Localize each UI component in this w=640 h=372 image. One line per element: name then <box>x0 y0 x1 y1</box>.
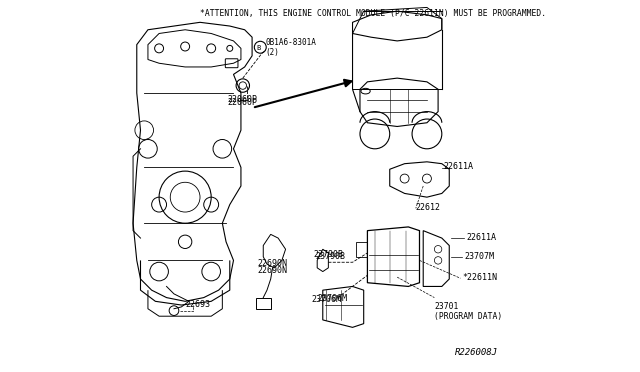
Text: 23706M: 23706M <box>312 295 342 304</box>
Text: 0B1A6-8301A
(2): 0B1A6-8301A (2) <box>265 38 316 57</box>
Text: 22693: 22693 <box>185 300 210 309</box>
Text: 22611A: 22611A <box>466 233 496 242</box>
Text: 22690N: 22690N <box>258 266 287 275</box>
Text: 23706M: 23706M <box>317 294 347 303</box>
Text: 23701
(PROGRAM DATA): 23701 (PROGRAM DATA) <box>435 302 502 321</box>
Text: 22612: 22612 <box>416 203 441 212</box>
Text: *ATTENTION, THIS ENGINE CONTROL MODULE (P/C 22611N) MUST BE PROGRAMMED.: *ATTENTION, THIS ENGINE CONTROL MODULE (… <box>200 9 546 17</box>
Text: 22611A: 22611A <box>444 162 474 171</box>
Text: 22690N: 22690N <box>258 259 287 268</box>
Text: 23790B: 23790B <box>314 250 344 259</box>
Text: 22060P: 22060P <box>228 95 258 104</box>
Text: 22060P: 22060P <box>228 98 258 107</box>
Text: R226008J: R226008J <box>455 348 498 357</box>
Text: 23707M: 23707M <box>464 251 494 260</box>
Text: *22611N: *22611N <box>462 273 497 282</box>
Text: 23790B: 23790B <box>316 251 346 260</box>
Text: B: B <box>257 45 261 51</box>
